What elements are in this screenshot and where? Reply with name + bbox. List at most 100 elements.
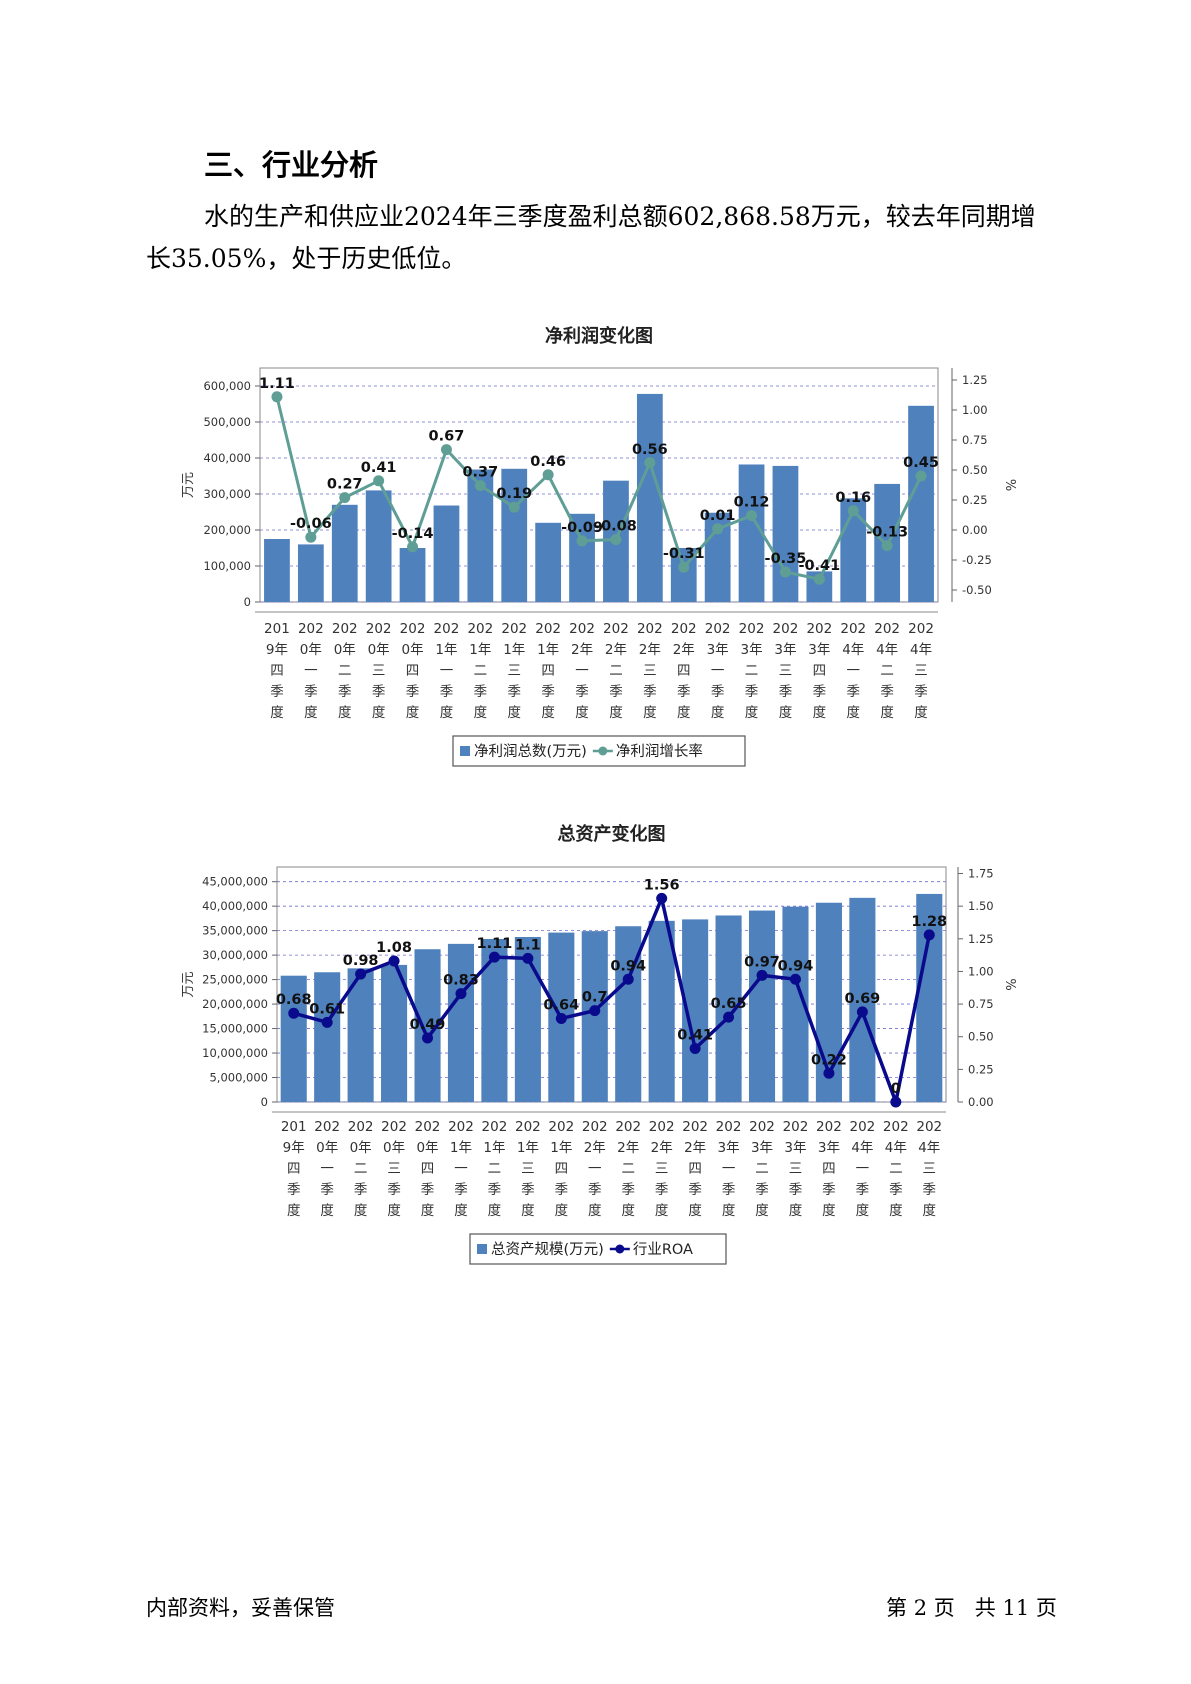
x-tick-label: 季 (304, 684, 318, 700)
line-point (373, 475, 385, 487)
y2-tick-label: 1.00 (962, 403, 988, 417)
x-tick-label: 度 (822, 1203, 836, 1219)
line-point (678, 561, 690, 573)
y2-tick-label: 0.50 (968, 1030, 994, 1044)
x-tick-label: 二 (621, 1161, 635, 1177)
page-total: 11 (1002, 1596, 1030, 1620)
x-tick-label: 202 (840, 621, 866, 637)
x-tick-label: 度 (387, 1203, 401, 1219)
x-tick-label: 1年 (435, 642, 457, 658)
x-tick-label: 202 (415, 1119, 441, 1135)
x-tick-label: 四 (555, 1161, 569, 1177)
bar (514, 937, 541, 1102)
line-point (610, 534, 622, 546)
x-tick-label: 2年 (639, 642, 661, 658)
y-axis-label: 万元 (181, 971, 196, 997)
legend-box (469, 1233, 727, 1265)
x-tick-label: 季 (521, 1182, 535, 1198)
data-label: -0.13 (866, 525, 908, 541)
y-tick-label: 200,000 (203, 523, 251, 537)
x-tick-label: 季 (575, 684, 589, 700)
x-tick-label: 202 (482, 1119, 508, 1135)
y2-tick-label: 1.00 (968, 964, 994, 978)
x-tick-label: 季 (847, 684, 861, 700)
x-tick-label: 4年 (876, 642, 898, 658)
data-label: 0.7 (582, 990, 608, 1006)
bar (535, 522, 562, 602)
x-tick-label: 202 (548, 1119, 574, 1135)
x-tick-label: 三 (914, 663, 928, 679)
y2-tick-label: 0.25 (968, 1062, 994, 1076)
line-point (622, 973, 634, 985)
x-tick-label: 2年 (617, 1140, 639, 1156)
x-tick-label: 1年 (483, 1140, 505, 1156)
x-tick-label: 1年 (550, 1140, 572, 1156)
x-tick-label: 一 (304, 663, 318, 679)
legend-swatch-dot (598, 746, 608, 756)
line-point (779, 566, 791, 578)
x-tick-label: 季 (508, 684, 522, 700)
line-point (339, 492, 351, 504)
x-tick-label: 度 (270, 705, 284, 721)
x-tick-label: 一 (847, 663, 861, 679)
x-tick-label: 9年 (266, 642, 288, 658)
x-tick-label: 一 (722, 1161, 736, 1177)
x-tick-label: 季 (722, 1182, 736, 1198)
x-tick-label: 度 (304, 705, 318, 721)
x-tick-label: 度 (813, 705, 827, 721)
x-tick-label: 二 (880, 663, 894, 679)
x-tick-label: 季 (655, 1182, 669, 1198)
y-tick-label: 35,000,000 (202, 924, 268, 938)
x-tick-label: 度 (541, 705, 555, 721)
line-point (576, 535, 588, 547)
bar (433, 505, 460, 602)
x-tick-label: 三 (508, 663, 522, 679)
y2-tick-label: 1.75 (968, 867, 994, 881)
data-label: 0.19 (496, 486, 532, 502)
x-tick-label: 三 (779, 663, 793, 679)
section-heading: 三、行业分析 (204, 148, 379, 182)
x-tick-label: 3年 (751, 1140, 773, 1156)
series-line (293, 896, 931, 1104)
legend-label-bar: 净利润总数(万元) (474, 743, 587, 760)
line-point (388, 955, 400, 967)
bar (569, 513, 595, 602)
body-paragraph: 水的生产和供应业2024年三季度盈利总额602,868.58万元，较去年同期增长… (146, 202, 1036, 273)
x-tick-label: 季 (923, 1182, 937, 1198)
line-point (789, 973, 801, 985)
y2-tick-label: 0.00 (968, 1095, 994, 1109)
bar (748, 910, 776, 1102)
data-label: -0.06 (290, 516, 332, 532)
page-label-post: 页 (1035, 1596, 1057, 1620)
bar (365, 490, 392, 602)
x-tick-label: 度 (655, 1203, 669, 1219)
footer-page-number: 第 2 页 共 11 页 (886, 1592, 1057, 1622)
x-tick-label: 202 (816, 1119, 842, 1135)
bar (581, 931, 608, 1102)
line-point (890, 1096, 902, 1108)
x-tick-label: 季 (609, 684, 623, 700)
x-tick-label: 一 (711, 663, 725, 679)
bar (381, 964, 408, 1102)
legend-label-line: 行业ROA (633, 1241, 693, 1258)
x-tick-label: 4年 (885, 1140, 907, 1156)
data-label: -0.31 (663, 546, 705, 562)
page-label-mid: 页 共 (933, 1596, 996, 1620)
line-point (847, 505, 859, 517)
x-tick-label: 四 (688, 1161, 702, 1177)
x-tick-label: 202 (883, 1119, 909, 1135)
x-tick-label: 三 (789, 1161, 803, 1177)
x-tick-label: 度 (508, 705, 522, 721)
x-tick-label: 季 (677, 684, 691, 700)
data-label: 1.11 (477, 936, 513, 952)
x-tick-label: 季 (440, 684, 454, 700)
y-tick-label: 300,000 (203, 487, 251, 501)
x-tick-label: 202 (535, 621, 561, 637)
bar (916, 893, 943, 1102)
y-tick-label: 25,000,000 (202, 973, 268, 987)
x-tick-label: 季 (270, 684, 284, 700)
line-point (856, 1006, 868, 1018)
y2-tick-label: 0.75 (968, 997, 994, 1011)
x-tick-label: 季 (320, 1182, 334, 1198)
